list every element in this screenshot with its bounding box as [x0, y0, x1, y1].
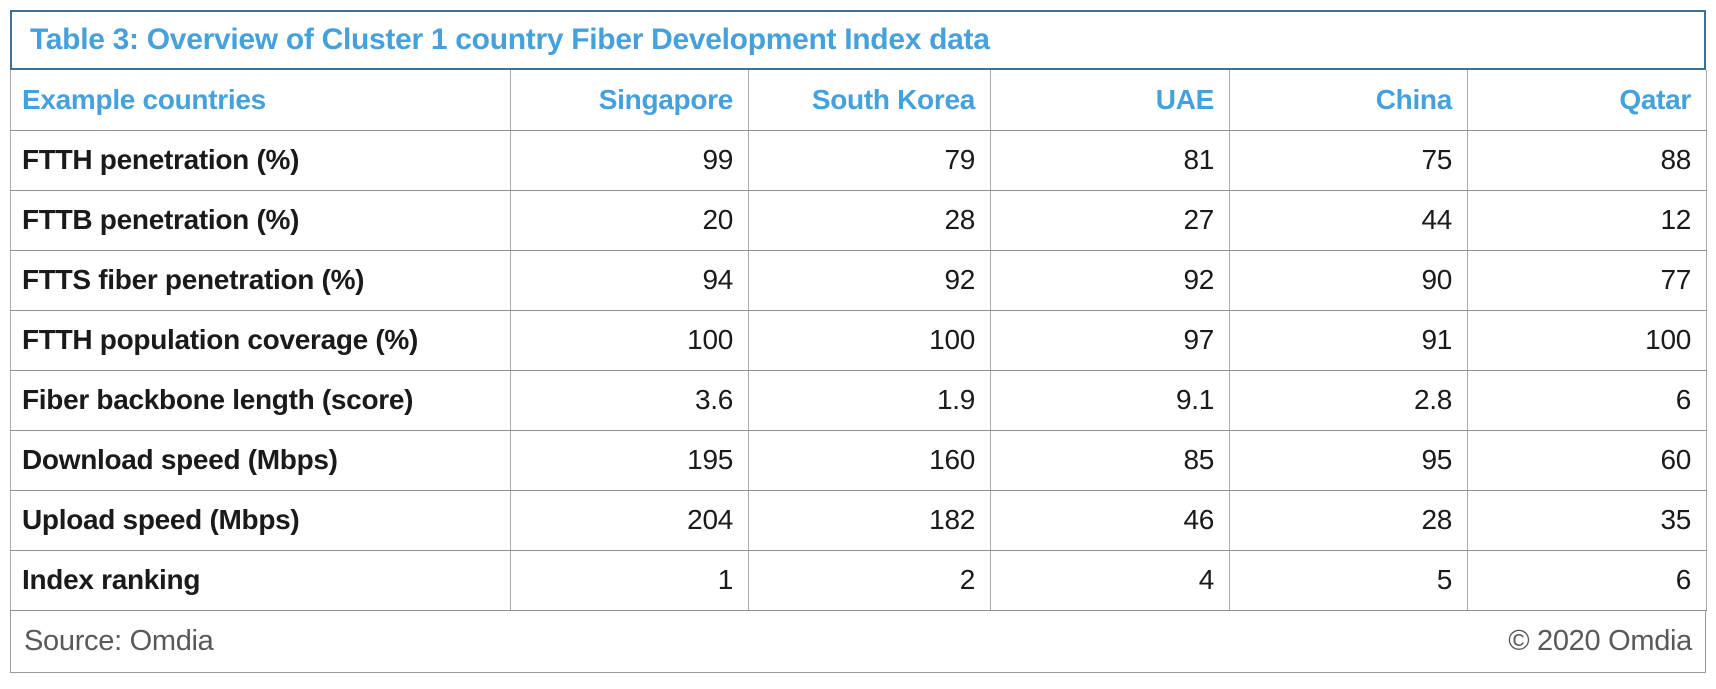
cell-value: 91 [1229, 309, 1468, 371]
cell-value: 90 [1229, 249, 1468, 311]
header-row: Example countries Singapore South Korea … [10, 70, 1707, 131]
cell-value: 92 [748, 249, 991, 311]
cell-value: 1 [510, 549, 749, 611]
row-label: FTTB penetration (%) [10, 189, 511, 251]
table-row-ftth-population-coverage: FTTH population coverage (%) 100 100 97 … [10, 309, 1707, 371]
cell-value: 88 [1467, 129, 1707, 191]
cell-value: 100 [1467, 309, 1707, 371]
table-row-upload-speed: Upload speed (Mbps) 204 182 46 28 35 [10, 489, 1707, 551]
row-label: FTTS fiber penetration (%) [10, 249, 511, 311]
table-row-ftth-penetration: FTTH penetration (%) 99 79 81 75 88 [10, 129, 1707, 191]
cell-value: 182 [748, 489, 991, 551]
cell-value: 9.1 [990, 369, 1230, 431]
cell-value: 77 [1467, 249, 1707, 311]
cell-value: 79 [748, 129, 991, 191]
cell-value: 100 [510, 309, 749, 371]
cell-value: 3.6 [510, 369, 749, 431]
cell-value: 94 [510, 249, 749, 311]
table-row-fiber-backbone-length: Fiber backbone length (score) 3.6 1.9 9.… [10, 369, 1707, 431]
table-row-download-speed: Download speed (Mbps) 195 160 85 95 60 [10, 429, 1707, 491]
cell-value: 20 [510, 189, 749, 251]
row-label: Upload speed (Mbps) [10, 489, 511, 551]
cell-value: 204 [510, 489, 749, 551]
cell-value: 2.8 [1229, 369, 1468, 431]
cell-value: 160 [748, 429, 991, 491]
cell-value: 6 [1467, 369, 1707, 431]
cell-value: 81 [990, 129, 1230, 191]
cell-value: 85 [990, 429, 1230, 491]
table-row-ftts-fiber-penetration: FTTS fiber penetration (%) 94 92 92 90 7… [10, 249, 1707, 311]
row-label: Fiber backbone length (score) [10, 369, 511, 431]
header-example-countries: Example countries [10, 70, 511, 131]
cell-value: 195 [510, 429, 749, 491]
cell-value: 60 [1467, 429, 1707, 491]
cell-value: 99 [510, 129, 749, 191]
copyright-text: © 2020 Omdia [1508, 624, 1692, 657]
header-uae: UAE [990, 70, 1230, 131]
cell-value: 46 [990, 489, 1230, 551]
header-qatar: Qatar [1467, 70, 1707, 131]
cell-value: 100 [748, 309, 991, 371]
cell-value: 95 [1229, 429, 1468, 491]
table-row-index-ranking: Index ranking 1 2 4 5 6 [10, 549, 1707, 611]
cell-value: 6 [1467, 549, 1707, 611]
cell-value: 97 [990, 309, 1230, 371]
data-table: Example countries Singapore South Korea … [10, 70, 1707, 611]
cell-value: 2 [748, 549, 991, 611]
row-label: FTTH penetration (%) [10, 129, 511, 191]
row-label: Index ranking [10, 549, 511, 611]
header-south-korea: South Korea [748, 70, 991, 131]
fiber-development-index-table: Table 3: Overview of Cluster 1 country F… [10, 10, 1707, 673]
cell-value: 28 [748, 189, 991, 251]
cell-value: 28 [1229, 489, 1468, 551]
header-singapore: Singapore [510, 70, 749, 131]
table-title: Table 3: Overview of Cluster 1 country F… [10, 10, 1706, 70]
cell-value: 35 [1467, 489, 1707, 551]
cell-value: 27 [990, 189, 1230, 251]
cell-value: 92 [990, 249, 1230, 311]
header-china: China [1229, 70, 1468, 131]
table-row-fttb-penetration: FTTB penetration (%) 20 28 27 44 12 [10, 189, 1707, 251]
cell-value: 4 [990, 549, 1230, 611]
cell-value: 12 [1467, 189, 1707, 251]
source-text: Source: Omdia [24, 624, 214, 657]
row-label: FTTH population coverage (%) [10, 309, 511, 371]
cell-value: 75 [1229, 129, 1468, 191]
cell-value: 1.9 [748, 369, 991, 431]
cell-value: 44 [1229, 189, 1468, 251]
row-label: Download speed (Mbps) [10, 429, 511, 491]
table-footer: Source: Omdia © 2020 Omdia [10, 610, 1706, 673]
cell-value: 5 [1229, 549, 1468, 611]
